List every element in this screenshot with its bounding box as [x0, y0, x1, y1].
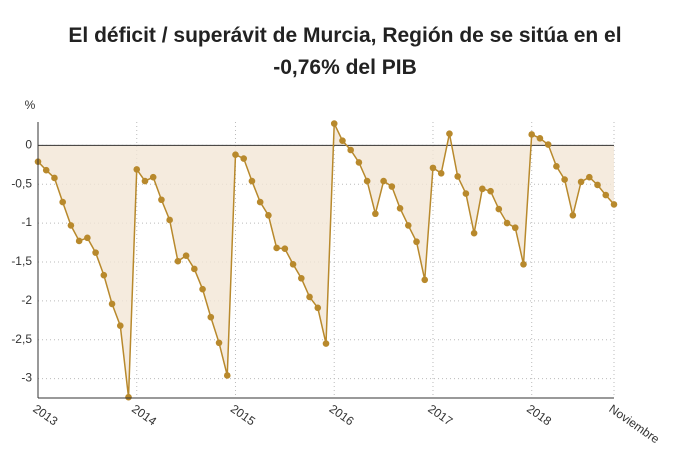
data-point [355, 159, 363, 166]
data-point [116, 322, 124, 329]
data-point [429, 164, 437, 172]
data-point [125, 393, 132, 401]
data-point [388, 183, 396, 190]
data-point [182, 252, 190, 260]
data-point [495, 205, 503, 213]
data-point [281, 245, 289, 253]
data-point [166, 216, 173, 224]
y-tick-label: -0,5 [11, 176, 32, 190]
data-point [158, 196, 165, 204]
x-tick-label: 2018 [524, 402, 554, 429]
data-point [207, 313, 215, 321]
data-point [42, 166, 50, 174]
data-point [413, 238, 420, 246]
data-point [610, 201, 618, 208]
data-point [380, 177, 387, 185]
data-point [289, 260, 297, 268]
data-point [462, 190, 470, 197]
data-point [75, 237, 83, 245]
data-point [92, 249, 99, 256]
x-tick-label: 2017 [425, 402, 455, 429]
data-point [133, 166, 141, 173]
x-tick-label: 2016 [327, 402, 357, 429]
data-point [248, 177, 256, 185]
data-point [240, 155, 248, 162]
data-point [421, 276, 429, 284]
y-tick-label: -2 [21, 293, 32, 307]
data-point [470, 229, 478, 237]
y-tick-label: -2,5 [11, 332, 32, 346]
y-tick-label: -1,5 [11, 254, 32, 268]
data-point [536, 135, 544, 142]
data-point [298, 274, 305, 282]
data-point [577, 178, 585, 186]
data-point [437, 170, 445, 177]
data-point [586, 173, 593, 181]
data-point [363, 177, 371, 185]
data-point [446, 130, 453, 137]
y-tick-label: -1 [21, 215, 32, 229]
data-point [265, 211, 272, 219]
data-point [520, 260, 527, 268]
x-tick-label: 2013 [30, 402, 60, 429]
data-point [553, 163, 560, 170]
y-tick-label: 0 [25, 137, 32, 151]
data-point [372, 210, 379, 218]
data-point [314, 304, 322, 312]
data-point [479, 185, 486, 193]
data-point [191, 265, 198, 273]
data-point [339, 137, 346, 144]
data-point [256, 198, 264, 206]
data-point [569, 211, 577, 219]
data-point [594, 181, 601, 189]
data-point [67, 222, 75, 229]
data-point [199, 285, 206, 293]
data-point [544, 141, 552, 148]
data-point [454, 173, 461, 180]
y-tick-label: -3 [21, 371, 32, 385]
data-point [215, 339, 223, 347]
x-tick-label: 2015 [228, 402, 258, 429]
data-point [347, 146, 354, 154]
data-point [561, 176, 568, 183]
x-tick-label: 2014 [129, 402, 159, 429]
data-point [602, 191, 610, 199]
data-point [232, 151, 239, 158]
data-point [503, 219, 511, 227]
y-axis-label: % [25, 98, 36, 112]
data-point [51, 174, 58, 182]
data-point [487, 187, 494, 195]
data-point [59, 198, 66, 206]
data-point [149, 173, 157, 181]
data-point [404, 222, 412, 229]
data-point [273, 244, 280, 252]
area-fill [38, 123, 614, 398]
data-point [100, 271, 108, 279]
data-point [396, 204, 404, 212]
data-point [511, 224, 519, 232]
data-point [174, 257, 182, 265]
x-tick-label: Noviembre [606, 402, 662, 447]
chart-title: El déficit / superávit de Murcia, Región… [68, 24, 622, 79]
data-point [322, 340, 330, 347]
data-point [330, 120, 338, 127]
data-point [141, 177, 149, 185]
data-point [84, 234, 91, 242]
data-point [306, 293, 313, 301]
data-point [223, 372, 231, 379]
data-point [108, 300, 116, 308]
data-point [528, 131, 536, 138]
